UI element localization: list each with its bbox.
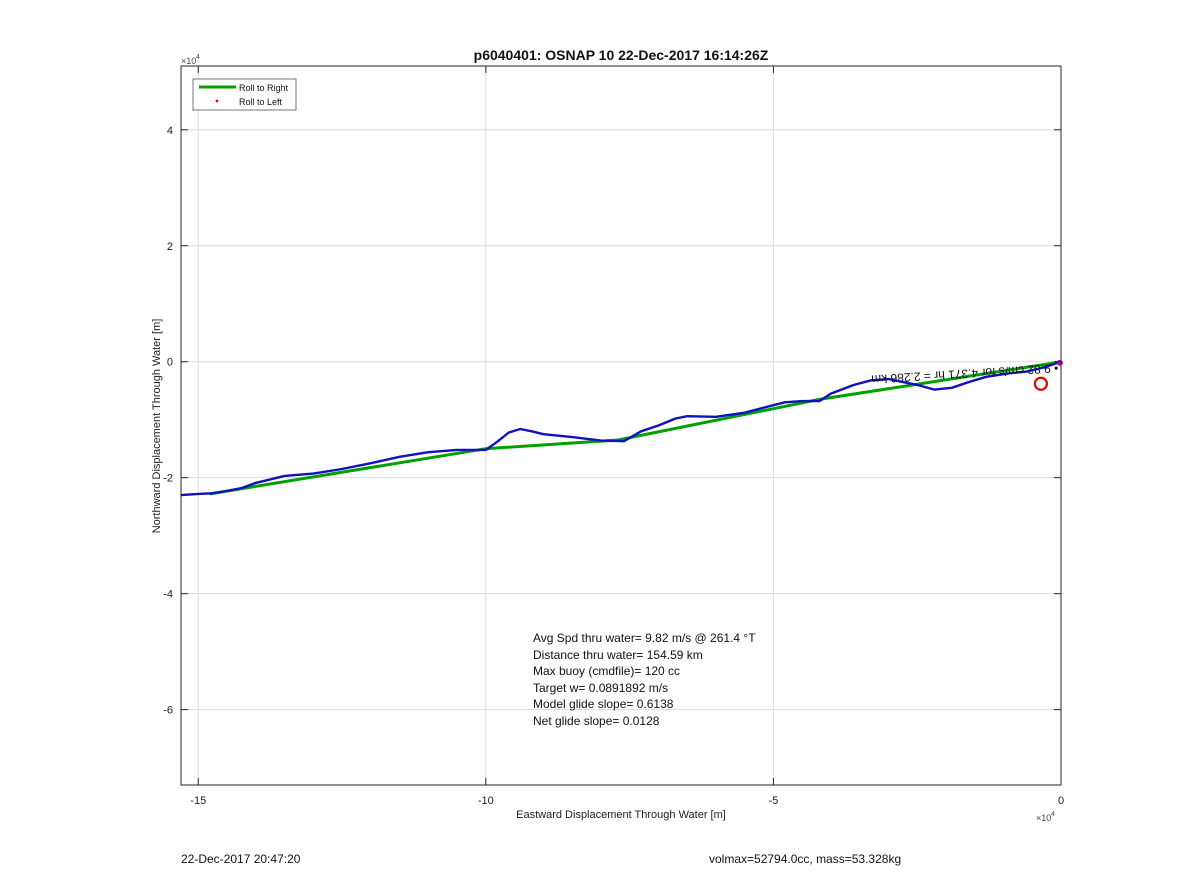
x-tick-label: -10 <box>478 795 494 807</box>
legend-box <box>192 78 297 111</box>
x-tick-label: -15 <box>190 795 206 807</box>
y-exponent-power: 4 <box>196 54 200 61</box>
x-exponent: ×10 4 <box>1036 811 1055 823</box>
stats-block: Avg Spd thru water= 9.82 m/s @ 261.4 °T … <box>533 631 756 728</box>
stat-distance: Distance thru water= 154.59 km <box>533 648 703 662</box>
plot-frame <box>180 65 1062 786</box>
x-tick-label: 0 <box>1058 795 1064 807</box>
ticks: -15 -10 -5 0 4 2 0 -2 -4 -6 <box>163 66 1064 807</box>
plot-area <box>181 66 1061 785</box>
legend-label-roll-right: Roll to Right <box>239 83 289 93</box>
x-exponent-power: 4 <box>1051 811 1055 818</box>
grid <box>181 66 1062 785</box>
x-tick-label: -5 <box>769 795 779 807</box>
stat-target-w: Target w= 0.0891892 m/s <box>533 681 668 695</box>
legend-label-roll-left: Roll to Left <box>239 97 283 107</box>
series-roll-to-right <box>209 360 1062 496</box>
footer-volmax: volmax=52794.0cc, mass=53.328kg <box>709 852 902 866</box>
y-exponent-base: ×10 <box>181 56 196 66</box>
x-exponent-base: ×10 <box>1036 813 1051 823</box>
x-axis-label: Eastward Displacement Through Water [m] <box>516 809 726 821</box>
footer-timestamp: 22-Dec-2017 20:47:20 <box>181 852 301 866</box>
chart-title: p6040401: OSNAP 10 22-Dec-2017 16:14:26Z <box>474 47 769 63</box>
y-exponent: ×10 4 <box>181 54 200 66</box>
stat-max-buoy: Max buoy (cmdfile)= 120 cc <box>533 664 680 678</box>
y-tick-label: -2 <box>163 473 173 485</box>
y-tick-label: -6 <box>163 705 173 717</box>
stat-net-glide: Net glide slope= 0.0128 <box>533 714 660 728</box>
y-tick-label: 4 <box>167 125 173 137</box>
marker-red-circle <box>1033 376 1048 391</box>
y-tick-label: 0 <box>167 357 173 369</box>
stat-model-glide: Model glide slope= 0.6138 <box>533 697 674 711</box>
legend: Roll to Right Roll to Left <box>192 78 297 111</box>
legend-swatch-roll-left <box>215 99 219 103</box>
series-trajectory <box>180 360 1062 497</box>
y-tick-label: -4 <box>163 589 173 601</box>
y-axis-label: Northward Displacement Through Water [m] <box>151 319 163 534</box>
series-layer <box>180 359 1063 497</box>
stat-avg-speed: Avg Spd thru water= 9.82 m/s @ 261.4 °T <box>533 631 756 645</box>
y-tick-label: 2 <box>167 241 173 253</box>
